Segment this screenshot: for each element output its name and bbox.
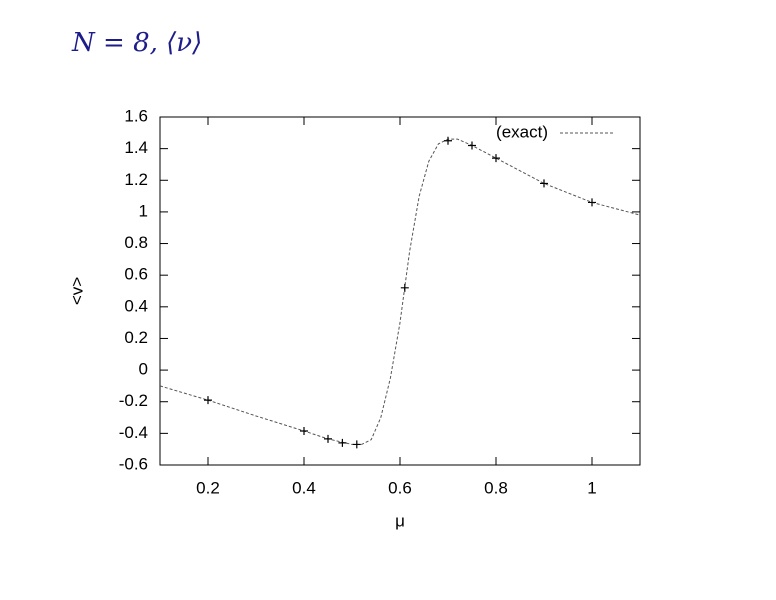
y-tick-label: 0.4: [124, 296, 148, 315]
y-tick-label: -0.6: [119, 454, 148, 473]
data-point: [492, 154, 500, 163]
data-point: [352, 440, 361, 449]
legend-label: (exact): [496, 122, 548, 141]
data-point: [444, 136, 452, 145]
y-tick-label: 0.8: [124, 233, 148, 252]
y-tick-label: -0.4: [119, 423, 148, 442]
chart-title: N = 8, ⟨ν⟩: [71, 28, 202, 58]
y-tick-label: 1.4: [124, 138, 148, 157]
x-tick-label: 0.8: [484, 478, 508, 497]
y-tick-label: 0: [139, 360, 148, 379]
plot-frame: [159, 116, 641, 466]
data-point: [400, 283, 409, 292]
y-tick-label: 1.6: [124, 106, 148, 125]
x-tick-label: 0.6: [388, 478, 412, 497]
y-tick-label: 1: [139, 201, 148, 220]
y-axis-label: <v>: [67, 277, 86, 305]
data-point: [540, 179, 548, 188]
data-point: [588, 198, 596, 207]
y-tick-label: 0.2: [124, 328, 148, 347]
x-tick-label: 1: [587, 478, 596, 497]
x-tick-label: 0.4: [292, 478, 316, 497]
x-axis-label: μ: [395, 511, 405, 530]
y-tick-label: 0.6: [124, 265, 148, 284]
y-tick-label: 1.2: [124, 170, 148, 189]
x-tick-label: 0.2: [196, 478, 220, 497]
data-point: [324, 434, 332, 443]
y-tick-label: -0.2: [119, 391, 148, 410]
series-line: [159, 138, 641, 445]
data-point: [204, 396, 212, 405]
data-point: [468, 141, 476, 150]
data-point: [338, 438, 347, 447]
data-point: [300, 426, 308, 435]
